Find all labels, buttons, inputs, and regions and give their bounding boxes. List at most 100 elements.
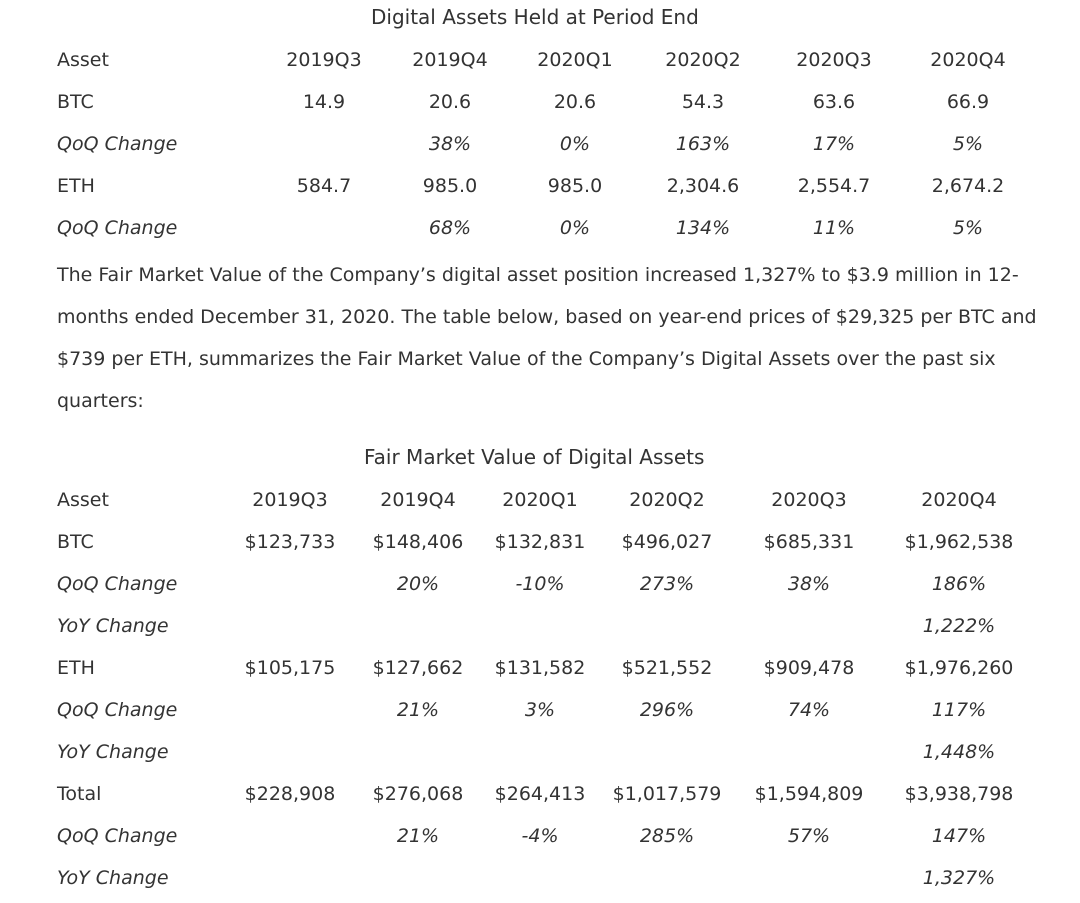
fmv-row-total-yoy: YoY Change 1,327%: [0, 863, 1080, 893]
fmv-row-btc-qoq: QoQ Change 20% -10% 273% 38% 186%: [0, 569, 1080, 599]
row-label: QoQ Change: [57, 825, 178, 847]
cell: $496,027: [621, 531, 713, 553]
row-label: QoQ Change: [57, 133, 178, 155]
cell: $276,068: [372, 783, 464, 805]
cell: $131,582: [494, 657, 586, 679]
row-label: YoY Change: [57, 741, 169, 763]
cell: $127,662: [372, 657, 464, 679]
header-2020q4: 2020Q4: [930, 49, 1006, 71]
cell: 74%: [787, 699, 831, 721]
cell: 134%: [675, 217, 731, 239]
cell: $1,976,260: [904, 657, 1014, 679]
row-label: YoY Change: [57, 867, 169, 889]
cell: 0%: [559, 133, 591, 155]
cell: 2,304.6: [666, 175, 740, 197]
cell: 38%: [787, 573, 831, 595]
cell: 1,327%: [922, 867, 996, 889]
cell: 57%: [787, 825, 831, 847]
cell: 147%: [931, 825, 987, 847]
row-label: QoQ Change: [57, 573, 178, 595]
held-header-row: Asset 2019Q3 2019Q4 2020Q1 2020Q2 2020Q3…: [0, 45, 1080, 75]
cell: 20.6: [553, 91, 597, 113]
cell: 1,222%: [922, 615, 996, 637]
header-2019q4: 2019Q4: [380, 489, 456, 511]
cell: $148,406: [372, 531, 464, 553]
cell: $123,733: [244, 531, 336, 553]
cell: 2,674.2: [931, 175, 1005, 197]
header-asset: Asset: [57, 49, 109, 71]
cell: 14.9: [302, 91, 346, 113]
cell: 273%: [639, 573, 695, 595]
cell: 296%: [639, 699, 695, 721]
header-2020q2: 2020Q2: [665, 49, 741, 71]
cell: 21%: [396, 825, 440, 847]
cell: 63.6: [812, 91, 856, 113]
cell: 17%: [812, 133, 856, 155]
cell: $228,908: [244, 783, 336, 805]
header-2019q4: 2019Q4: [412, 49, 488, 71]
header-2020q2: 2020Q2: [629, 489, 705, 511]
cell: $1,594,809: [754, 783, 864, 805]
summary-paragraph: The Fair Market Value of the Company’s d…: [57, 264, 1037, 412]
held-table-title: Digital Assets Held at Period End: [371, 5, 699, 29]
fmv-row-eth: ETH $105,175 $127,662 $131,582 $521,552 …: [0, 653, 1080, 683]
cell: 985.0: [422, 175, 478, 197]
header-2019q3: 2019Q3: [286, 49, 362, 71]
cell: 0%: [559, 217, 591, 239]
cell: $685,331: [763, 531, 855, 553]
fmv-row-total: Total $228,908 $276,068 $264,413 $1,017,…: [0, 779, 1080, 809]
cell: 5%: [952, 217, 984, 239]
cell: $1,017,579: [612, 783, 722, 805]
held-row-eth-qoq: QoQ Change 68% 0% 134% 11% 5%: [0, 213, 1080, 243]
fmv-row-btc-yoy: YoY Change 1,222%: [0, 611, 1080, 641]
cell: 1,448%: [922, 741, 996, 763]
cell: 117%: [931, 699, 987, 721]
header-2020q1: 2020Q1: [502, 489, 578, 511]
cell: 584.7: [296, 175, 352, 197]
cell: 285%: [639, 825, 695, 847]
fmv-row-btc: BTC $123,733 $148,406 $132,831 $496,027 …: [0, 527, 1080, 557]
cell: 68%: [428, 217, 472, 239]
header-2020q3: 2020Q3: [796, 49, 872, 71]
cell: 66.9: [946, 91, 990, 113]
cell: 163%: [675, 133, 731, 155]
cell: 5%: [952, 133, 984, 155]
cell: $3,938,798: [904, 783, 1014, 805]
header-2020q1: 2020Q1: [537, 49, 613, 71]
cell: 985.0: [547, 175, 603, 197]
cell: $1,962,538: [904, 531, 1014, 553]
row-label: YoY Change: [57, 615, 169, 637]
cell: $132,831: [494, 531, 586, 553]
cell: -4%: [521, 825, 559, 847]
cell: 3%: [524, 699, 556, 721]
cell: 11%: [812, 217, 856, 239]
cell: 2,554.7: [797, 175, 871, 197]
cell: 38%: [428, 133, 472, 155]
cell: 21%: [396, 699, 440, 721]
row-label: BTC: [57, 531, 94, 553]
fmv-header-row: Asset 2019Q3 2019Q4 2020Q1 2020Q2 2020Q3…: [0, 485, 1080, 515]
fmv-table-title: Fair Market Value of Digital Assets: [364, 445, 705, 469]
cell: $521,552: [621, 657, 713, 679]
cell: 186%: [931, 573, 987, 595]
row-label: QoQ Change: [57, 217, 178, 239]
fmv-row-eth-yoy: YoY Change 1,448%: [0, 737, 1080, 767]
held-row-btc-qoq: QoQ Change 38% 0% 163% 17% 5%: [0, 129, 1080, 159]
header-2020q4: 2020Q4: [921, 489, 997, 511]
row-label: ETH: [57, 657, 95, 679]
held-row-eth: ETH 584.7 985.0 985.0 2,304.6 2,554.7 2,…: [0, 171, 1080, 201]
cell: 54.3: [681, 91, 725, 113]
held-row-btc: BTC 14.9 20.6 20.6 54.3 63.6 66.9: [0, 87, 1080, 117]
row-label: ETH: [57, 175, 95, 197]
cell: -10%: [515, 573, 565, 595]
row-label: Total: [57, 783, 102, 805]
row-label: BTC: [57, 91, 94, 113]
cell: 20.6: [428, 91, 472, 113]
cell: $105,175: [244, 657, 336, 679]
row-label: QoQ Change: [57, 699, 178, 721]
cell: $264,413: [494, 783, 586, 805]
header-2020q3: 2020Q3: [771, 489, 847, 511]
cell: $909,478: [763, 657, 855, 679]
fmv-row-eth-qoq: QoQ Change 21% 3% 296% 74% 117%: [0, 695, 1080, 725]
